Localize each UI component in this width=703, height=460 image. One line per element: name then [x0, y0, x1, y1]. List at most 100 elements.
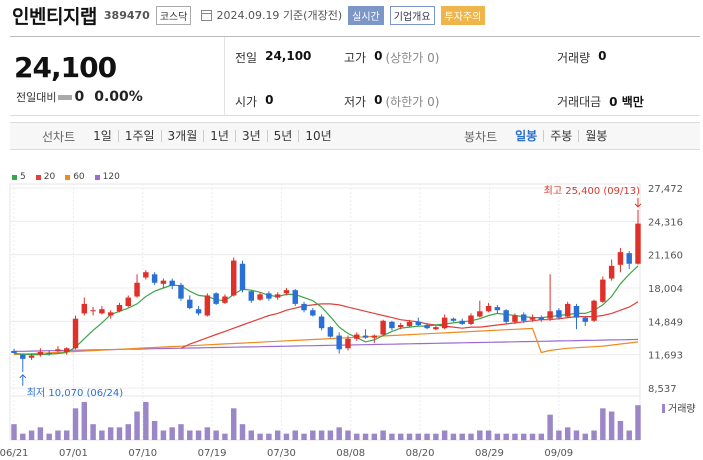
volume-bar: [266, 433, 272, 440]
candle-body: [564, 303, 571, 317]
tab-3m[interactable]: 3개월: [160, 130, 204, 142]
y-tick-label: 14,849: [648, 317, 683, 328]
legend-swatch: [94, 174, 100, 180]
candle-body: [151, 274, 158, 283]
candle-body: [450, 318, 457, 321]
candle-body: [55, 349, 61, 351]
volume-bar: [494, 433, 501, 440]
volume-bar: [169, 427, 175, 440]
realtime-button[interactable]: 실시간: [348, 5, 384, 25]
date-value: 2024.09.19: [216, 9, 280, 22]
candle-body: [187, 299, 193, 309]
candle-body: [90, 310, 96, 312]
tab-1y[interactable]: 1년: [203, 130, 235, 142]
volume-bar: [125, 424, 131, 440]
base-date: 2024.09.19 기준(개장전): [216, 7, 342, 23]
candle-body: [116, 304, 123, 312]
candle-body: [81, 303, 88, 314]
candle-body: [362, 335, 369, 338]
volume-label: 거래량: [668, 403, 696, 415]
volume-bar: [257, 433, 263, 440]
volume-value: 0: [598, 49, 607, 63]
volume-bar: [20, 433, 26, 440]
tab-5y[interactable]: 5년: [266, 130, 299, 142]
x-tick-label: 07/30: [267, 448, 296, 459]
volume-bar: [503, 433, 509, 440]
volume-bar: [72, 408, 79, 440]
x-tick-label: 07/10: [128, 448, 157, 459]
tab-10y[interactable]: 10년: [298, 130, 337, 142]
volume-bar: [292, 430, 298, 440]
volume-bar: [99, 430, 105, 440]
volume-bar: [345, 430, 351, 440]
volume-bar: [195, 430, 202, 440]
candle-body: [318, 316, 325, 329]
candle-body: [547, 311, 553, 319]
tab-daily[interactable]: 일봉: [515, 129, 538, 143]
volume-bar: [134, 411, 140, 440]
candle-body: [169, 280, 175, 286]
volume-bar: [301, 433, 307, 440]
candle-body: [292, 290, 298, 304]
tab-1d[interactable]: 1일: [93, 129, 112, 143]
candle-body: [248, 291, 255, 301]
y-tick-label: 18,004: [648, 284, 683, 295]
volume-bar: [55, 430, 61, 440]
volume: 거래량 0: [557, 49, 606, 66]
change-row: 전일대비 0 0.00%: [16, 89, 143, 105]
tab-1w[interactable]: 1주일: [117, 130, 161, 142]
candle-body: [336, 335, 342, 350]
volume-bar: [107, 427, 114, 440]
volume-bar: [389, 433, 395, 440]
high-arrow-icon: [634, 197, 642, 208]
period-selector: 선차트 1일 1주일 3개월 1년 3년 5년 10년 봉차트 일봉 주봉 월봉: [10, 122, 700, 150]
volume-bar: [424, 433, 430, 440]
price-chart[interactable]: 5 20 60 120 27,472 24,316 21,160 18,004 14,8…: [0, 160, 703, 460]
volume-legend-swatch: [662, 404, 665, 413]
volume-bar: [380, 430, 386, 440]
chart-canvas[interactable]: 27,472 24,316 21,160 18,004 14,849 11,693 8,53…: [0, 160, 703, 460]
low-annotation: 최저 10,070 (06/24): [27, 387, 123, 399]
volume-bar: [397, 433, 404, 440]
candle-body: [397, 325, 404, 328]
candle-body: [301, 303, 307, 311]
company-overview-button[interactable]: 기업개요: [389, 5, 435, 25]
tab-weekly[interactable]: 주봉: [543, 130, 578, 142]
high-label: 고가: [344, 51, 367, 65]
volume-bar: [213, 430, 219, 440]
volume-bar: [64, 430, 70, 440]
y-tick-label: 8,537: [648, 384, 677, 395]
candle-body: [222, 296, 228, 303]
candle-body: [538, 317, 545, 320]
change-value: 0: [74, 89, 85, 105]
upper-limit: (상한가 0): [385, 51, 440, 65]
volume-bar: [318, 430, 325, 440]
date-suffix: 기준(개장전): [282, 9, 343, 22]
volume-bar: [573, 430, 580, 440]
candle-body: [503, 310, 509, 322]
volume-bar: [187, 430, 193, 440]
candle-body: [556, 310, 562, 318]
legend-swatch: [12, 174, 17, 180]
high-annotation: 최고 25,400 (09/13): [544, 185, 640, 197]
volume-bar: [46, 433, 52, 440]
volume-bar: [204, 427, 211, 440]
volume-bar: [116, 427, 123, 440]
tab-3y[interactable]: 3년: [234, 130, 267, 142]
ma60-line: [13, 327, 639, 356]
volume-bar: [362, 433, 369, 440]
tab-monthly[interactable]: 월봉: [578, 130, 613, 142]
legend-label: 120: [102, 172, 120, 182]
ma5-line: [13, 265, 639, 356]
volume-bar: [143, 402, 149, 440]
legend-ma5: 5: [12, 172, 26, 182]
candle-body: [28, 355, 35, 358]
volume-bar: [582, 433, 588, 440]
volume-bar: [556, 430, 562, 440]
open-price: 시가 0: [235, 93, 273, 110]
candle-body: [178, 284, 184, 299]
candle-body: [327, 327, 334, 337]
x-tick-label: 07/01: [59, 448, 88, 459]
candle-body: [477, 311, 483, 317]
stock-code: 389470: [103, 8, 150, 22]
